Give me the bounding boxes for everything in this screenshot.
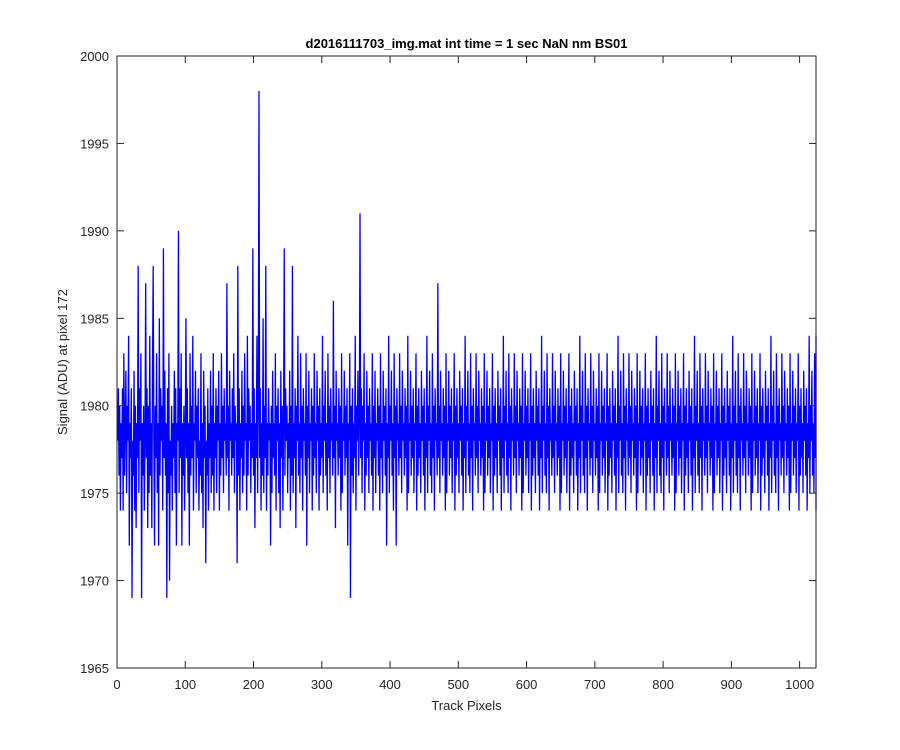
- x-tick-label: 600: [516, 677, 538, 692]
- x-tick-label: 0: [113, 677, 120, 692]
- y-tick-label: 2000: [80, 49, 109, 64]
- series-layer: [117, 90, 817, 599]
- y-tick-label: 1965: [80, 661, 109, 676]
- chart-title: d2016111703_img.mat int time = 1 sec NaN…: [306, 36, 628, 51]
- y-tick-label: 1995: [80, 136, 109, 151]
- y-tick-label: 1985: [80, 311, 109, 326]
- y-tick-label: 1980: [80, 399, 109, 414]
- x-tick-label: 200: [243, 677, 265, 692]
- axes-box: [116, 55, 817, 669]
- x-tick-label: 100: [174, 677, 196, 692]
- y-tick-label: 1990: [80, 224, 109, 239]
- y-axis-label: Signal (ADU) at pixel 172: [55, 289, 70, 435]
- x-tick-label: 700: [584, 677, 606, 692]
- signal-series-line: [117, 90, 817, 599]
- y-tick-label: 1970: [80, 574, 109, 589]
- x-tick-label: 400: [379, 677, 401, 692]
- x-axis-label: Track Pixels: [431, 698, 502, 713]
- x-tick-label: 900: [721, 677, 743, 692]
- x-axis-ticks: 0 100 200 300 400 500 600 700 800 900 1000: [113, 56, 814, 692]
- x-tick-label: 300: [311, 677, 333, 692]
- x-tick-label: 500: [447, 677, 469, 692]
- x-tick-label: 800: [652, 677, 674, 692]
- y-axis-ticks: 1965 1970 1975 1980 1985 1990 1995 2000: [80, 49, 816, 676]
- y-tick-label: 1975: [80, 486, 109, 501]
- x-tick-label: 1000: [785, 677, 814, 692]
